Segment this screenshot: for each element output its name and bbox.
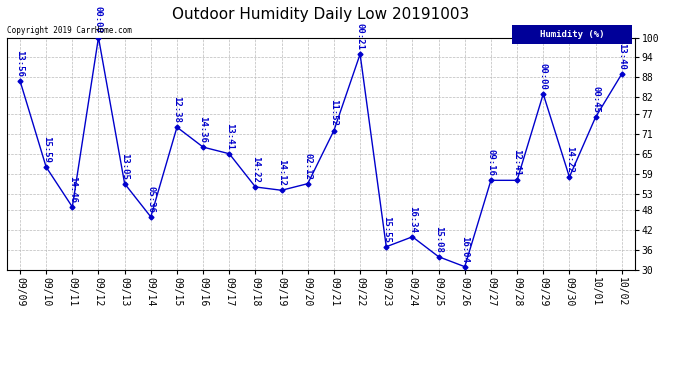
Text: 13:41: 13:41 bbox=[225, 123, 234, 150]
Text: 15:08: 15:08 bbox=[434, 226, 443, 252]
Text: 15:55: 15:55 bbox=[382, 216, 391, 243]
Text: 13:40: 13:40 bbox=[618, 43, 627, 70]
Text: 13:56: 13:56 bbox=[15, 50, 24, 76]
Text: 16:04: 16:04 bbox=[460, 236, 469, 262]
Text: 12:38: 12:38 bbox=[172, 96, 181, 123]
Text: 00:00: 00:00 bbox=[539, 63, 548, 90]
Text: Copyright 2019 CarrHome.com: Copyright 2019 CarrHome.com bbox=[7, 26, 132, 35]
Text: 14:46: 14:46 bbox=[68, 176, 77, 203]
Text: 16:34: 16:34 bbox=[408, 206, 417, 232]
Text: 05:36: 05:36 bbox=[146, 186, 155, 213]
Text: 00:00: 00:00 bbox=[94, 6, 103, 33]
Text: 02:12: 02:12 bbox=[304, 153, 313, 180]
Text: 09:16: 09:16 bbox=[486, 149, 495, 176]
Text: 13:05: 13:05 bbox=[120, 153, 129, 180]
Text: 14:12: 14:12 bbox=[277, 159, 286, 186]
Text: 00:21: 00:21 bbox=[355, 23, 364, 50]
Text: 14:22: 14:22 bbox=[251, 156, 260, 183]
Title: Outdoor Humidity Daily Low 20191003: Outdoor Humidity Daily Low 20191003 bbox=[172, 7, 469, 22]
Text: 14:22: 14:22 bbox=[565, 146, 574, 173]
Text: 11:52: 11:52 bbox=[329, 99, 338, 126]
Text: 12:41: 12:41 bbox=[513, 149, 522, 176]
Text: 15:59: 15:59 bbox=[41, 136, 50, 163]
Text: 00:45: 00:45 bbox=[591, 86, 600, 113]
Text: 14:36: 14:36 bbox=[199, 116, 208, 143]
